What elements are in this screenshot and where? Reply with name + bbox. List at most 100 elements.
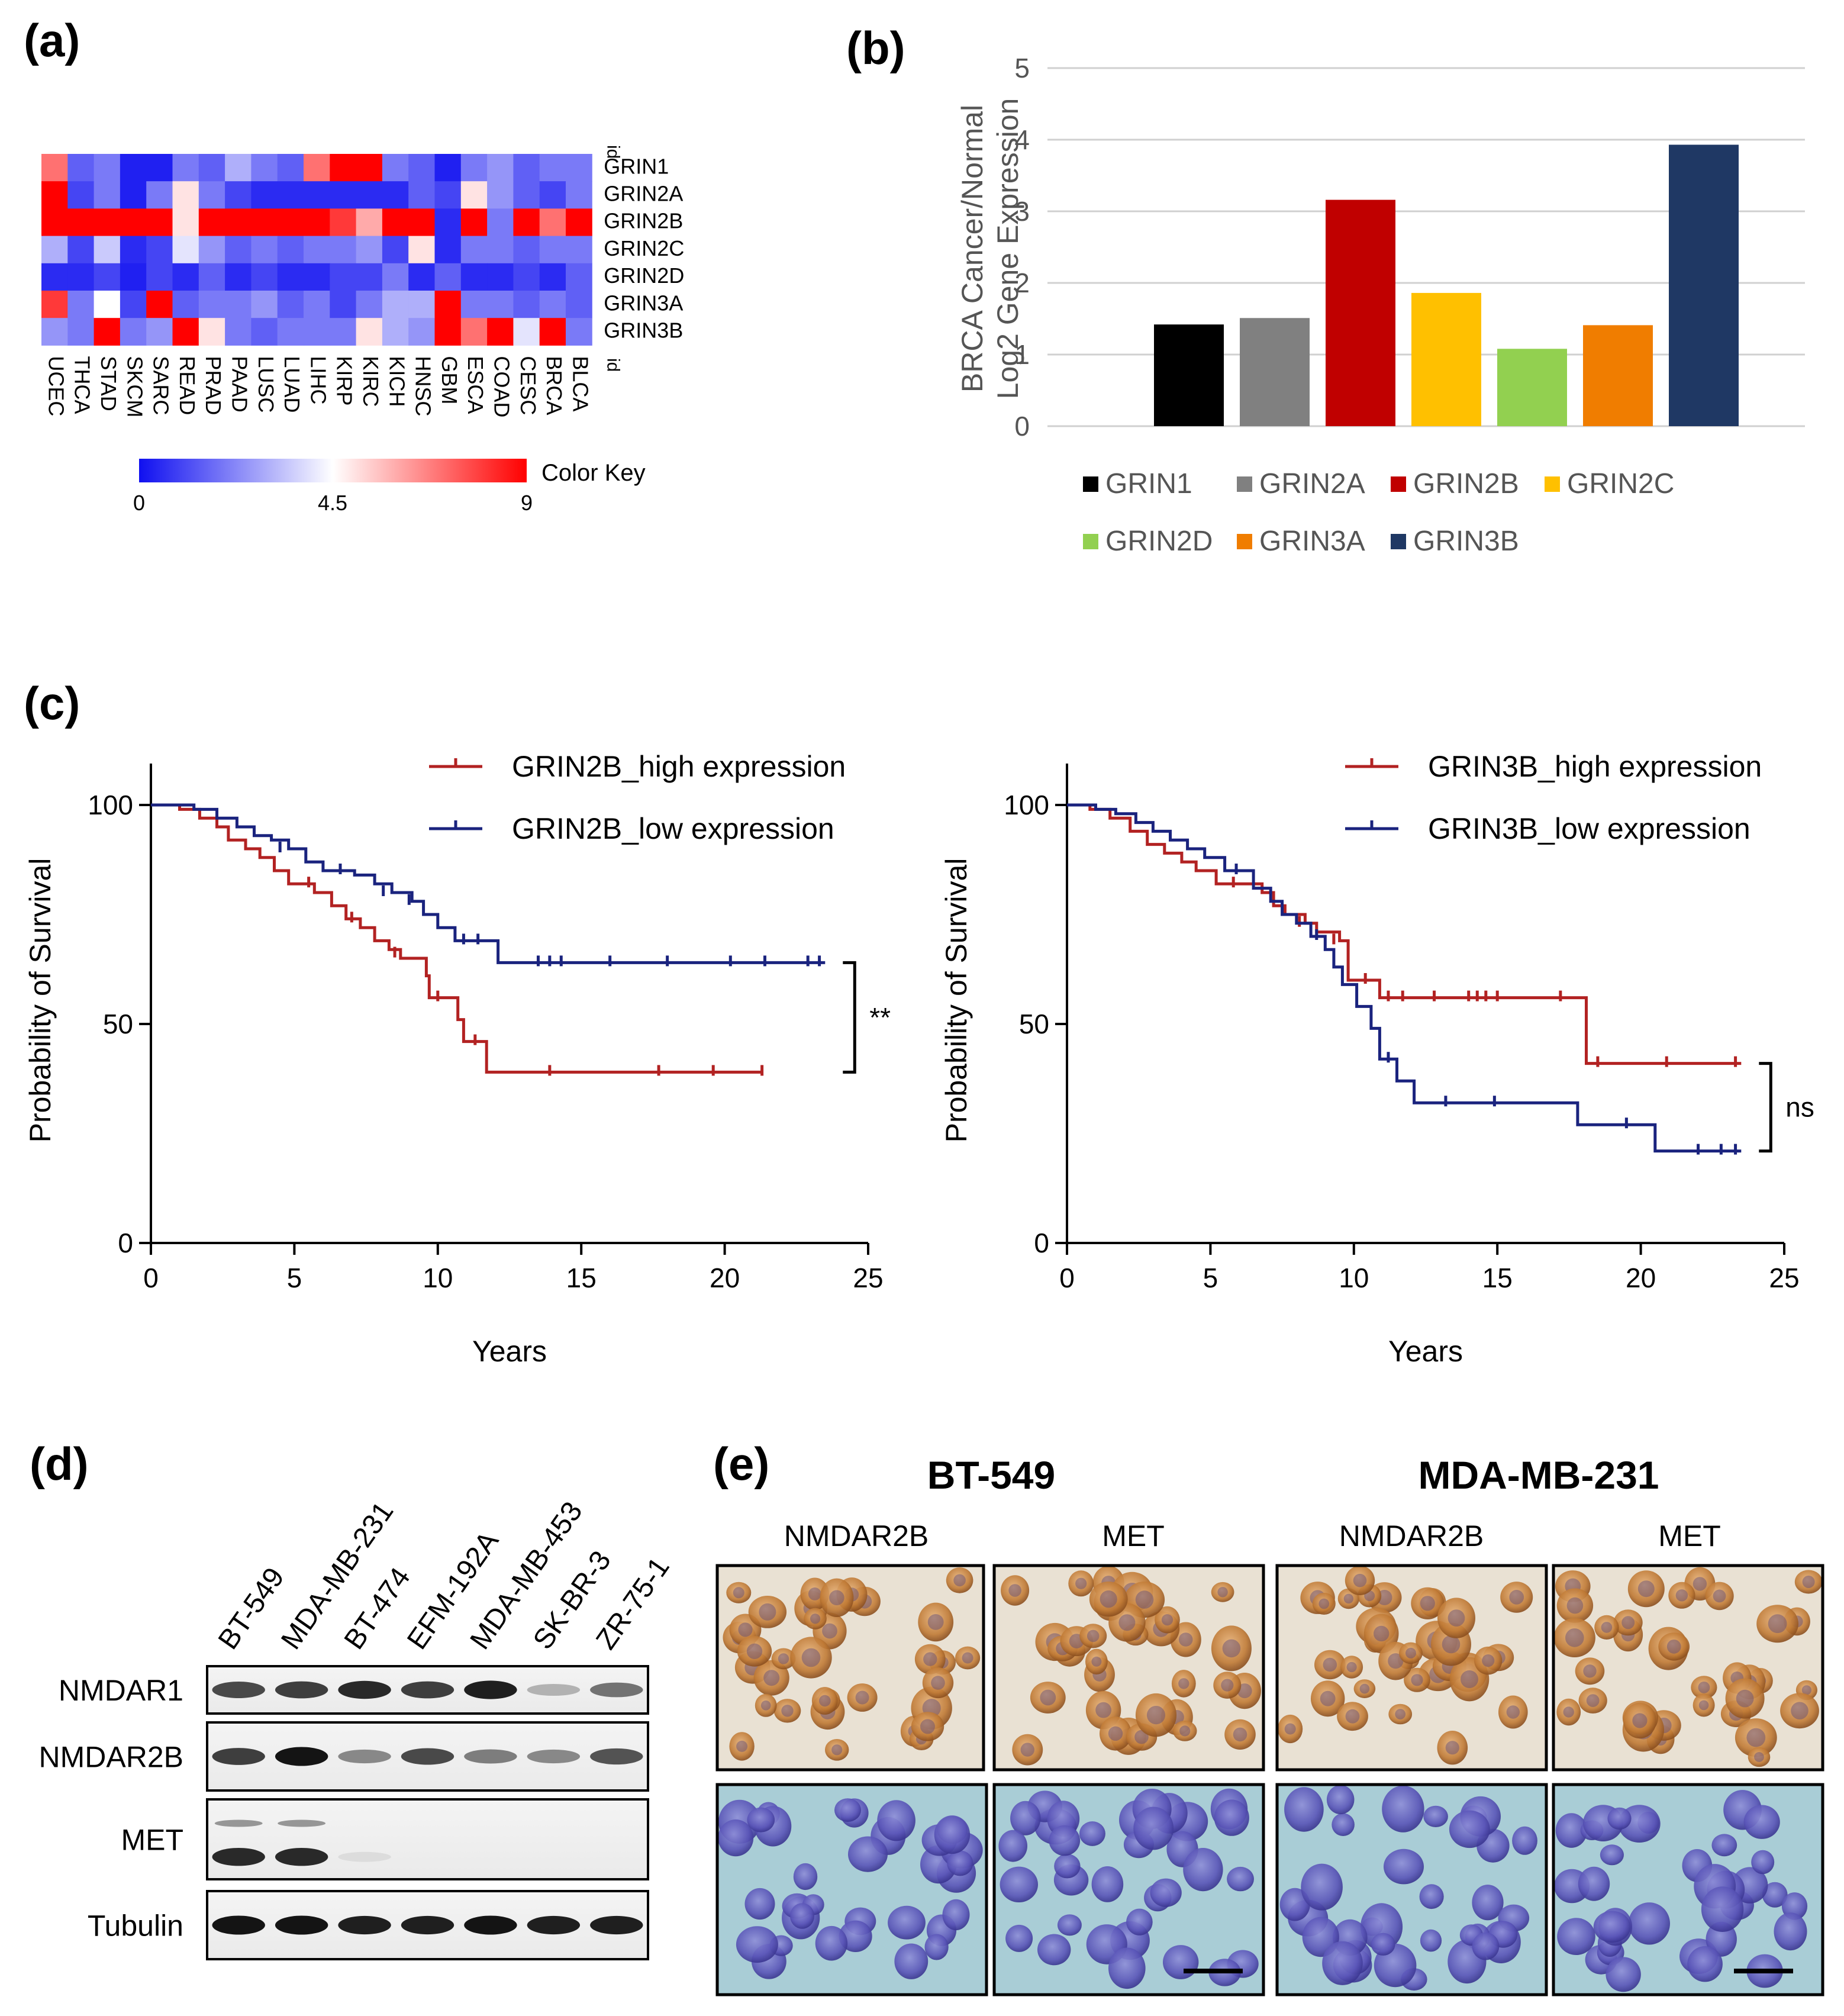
bar-grin2a — [1240, 318, 1310, 426]
panel-label-b: (b) — [846, 22, 905, 74]
ihc-cell — [825, 1739, 849, 1761]
blot-band — [278, 1819, 326, 1827]
blot-band — [338, 1680, 391, 1699]
heatmap-cell — [67, 154, 95, 182]
ihc-nucleus — [1713, 1589, 1726, 1603]
heatmap-cell — [539, 263, 566, 291]
ihc-cell — [1005, 1924, 1033, 1952]
heatmap-cell — [460, 236, 488, 264]
ihc-cell — [1606, 1957, 1641, 1992]
heatmap-cell — [356, 154, 383, 182]
ihc-nucleus — [781, 1705, 794, 1717]
ihc-cell — [1213, 1672, 1242, 1699]
ihc-cell — [726, 1582, 752, 1603]
bar-chart-ytick: 0 — [1014, 411, 1030, 442]
panel-label-c: (c) — [24, 677, 80, 729]
bar-chart-ytick: 1 — [1014, 339, 1030, 370]
heatmap-col-label: LUSC — [254, 356, 278, 413]
heatmap-cell — [146, 208, 173, 237]
heatmap-col-label: GBM — [437, 356, 462, 404]
ihc-cell — [1423, 1805, 1448, 1827]
heatmap-cell — [94, 208, 121, 237]
heatmap-cell — [67, 208, 95, 237]
ihc-cell — [1057, 1914, 1082, 1936]
heatmap-cell — [513, 154, 540, 182]
ihc-nucleus — [1091, 1656, 1102, 1667]
ihc-cell — [773, 1699, 801, 1723]
km-ytick-label: 100 — [88, 790, 133, 820]
heatmap-cell — [41, 263, 68, 291]
ihc-nucleus — [778, 1653, 789, 1664]
heatmap-row-label: GRIN2C — [604, 236, 684, 260]
bar-legend-swatch — [1391, 534, 1406, 549]
heatmap-cell — [251, 263, 278, 291]
heatmap-cell — [198, 154, 225, 182]
ihc-cell — [1613, 1609, 1643, 1636]
heatmap-cell — [539, 181, 566, 209]
ihc-cell — [1155, 1606, 1180, 1634]
heatmap-cell — [94, 263, 121, 291]
heatmap-col-label: BLCA — [568, 356, 592, 411]
blot-band — [401, 1681, 454, 1699]
ihc-cell — [1049, 1825, 1081, 1856]
ihc-nucleus — [1601, 1622, 1613, 1633]
color-key-tick-min: 0 — [133, 491, 145, 515]
km-xtick-label: 25 — [1769, 1263, 1799, 1293]
ihc-cell — [811, 1687, 838, 1715]
heatmap-cell — [94, 236, 121, 264]
heatmap-cell — [120, 154, 147, 182]
bar-grin1 — [1154, 324, 1224, 426]
ihc-nucleus — [822, 1623, 837, 1639]
heatmap-cell — [146, 236, 173, 264]
bar-chart-ylabel-line1: BRCA Cancer/Normal — [956, 105, 989, 392]
heatmap-col-label: HNSC — [411, 356, 436, 416]
heatmap-cell — [277, 181, 304, 209]
ihc-nucleus — [831, 1744, 843, 1756]
ihc-nucleus — [1217, 1587, 1228, 1598]
ihc-nucleus — [923, 1652, 937, 1666]
ihc-nucleus — [1178, 1632, 1193, 1647]
km-xtick-label: 10 — [1339, 1263, 1369, 1293]
ihc-nucleus — [810, 1614, 821, 1624]
ihc-cell — [955, 1646, 981, 1670]
km-xtick-label: 0 — [1059, 1263, 1075, 1293]
ihc-nucleus — [733, 1587, 744, 1599]
heatmap-cell — [198, 291, 225, 318]
ihc-cell — [1556, 1698, 1581, 1726]
ihc-nucleus — [1509, 1590, 1524, 1605]
ihc-nucleus — [927, 1614, 944, 1630]
km-legend-label: GRIN2B_high expression — [512, 750, 846, 783]
ihc-cell — [894, 1943, 929, 1979]
ihc-nucleus — [1135, 1590, 1154, 1609]
heatmap-cell — [277, 236, 304, 264]
ihc-nucleus — [1346, 1661, 1357, 1673]
ihc-cell — [1322, 1941, 1363, 1985]
ihc-nucleus — [1563, 1706, 1574, 1718]
heatmap-cell — [172, 208, 199, 237]
heatmap-row-label: GRIN2B — [604, 209, 683, 233]
ihc-cell — [1301, 1863, 1343, 1911]
heatmap-col-label: SARC — [149, 356, 173, 415]
heatmap-cell — [382, 181, 409, 209]
heatmap-cell — [434, 318, 462, 346]
ihc-nucleus — [1461, 1670, 1478, 1688]
ihc-cell — [1312, 1593, 1336, 1615]
ihc-nucleus — [1178, 1678, 1189, 1689]
ihc-cell — [1627, 1570, 1665, 1608]
heatmap-cell — [356, 291, 383, 318]
ihc-cell — [1171, 1670, 1196, 1698]
heatmap-cell — [460, 208, 488, 237]
heatmap-cell — [330, 291, 357, 318]
color-key-tick-mid: 4.5 — [318, 491, 347, 515]
heatmap-cell — [356, 236, 383, 264]
ihc-nucleus — [931, 1676, 945, 1690]
ihc-cell — [1748, 1747, 1771, 1767]
ihc-nucleus — [1411, 1674, 1423, 1686]
heatmap-cell — [120, 181, 147, 209]
heatmap-cell — [356, 318, 383, 346]
heatmap-cell — [408, 291, 435, 318]
ihc-nucleus — [1768, 1614, 1787, 1634]
ihc-nucleus — [1482, 1654, 1495, 1667]
bar-legend-label: GRIN2D — [1105, 526, 1213, 557]
heatmap-cell — [120, 291, 147, 318]
